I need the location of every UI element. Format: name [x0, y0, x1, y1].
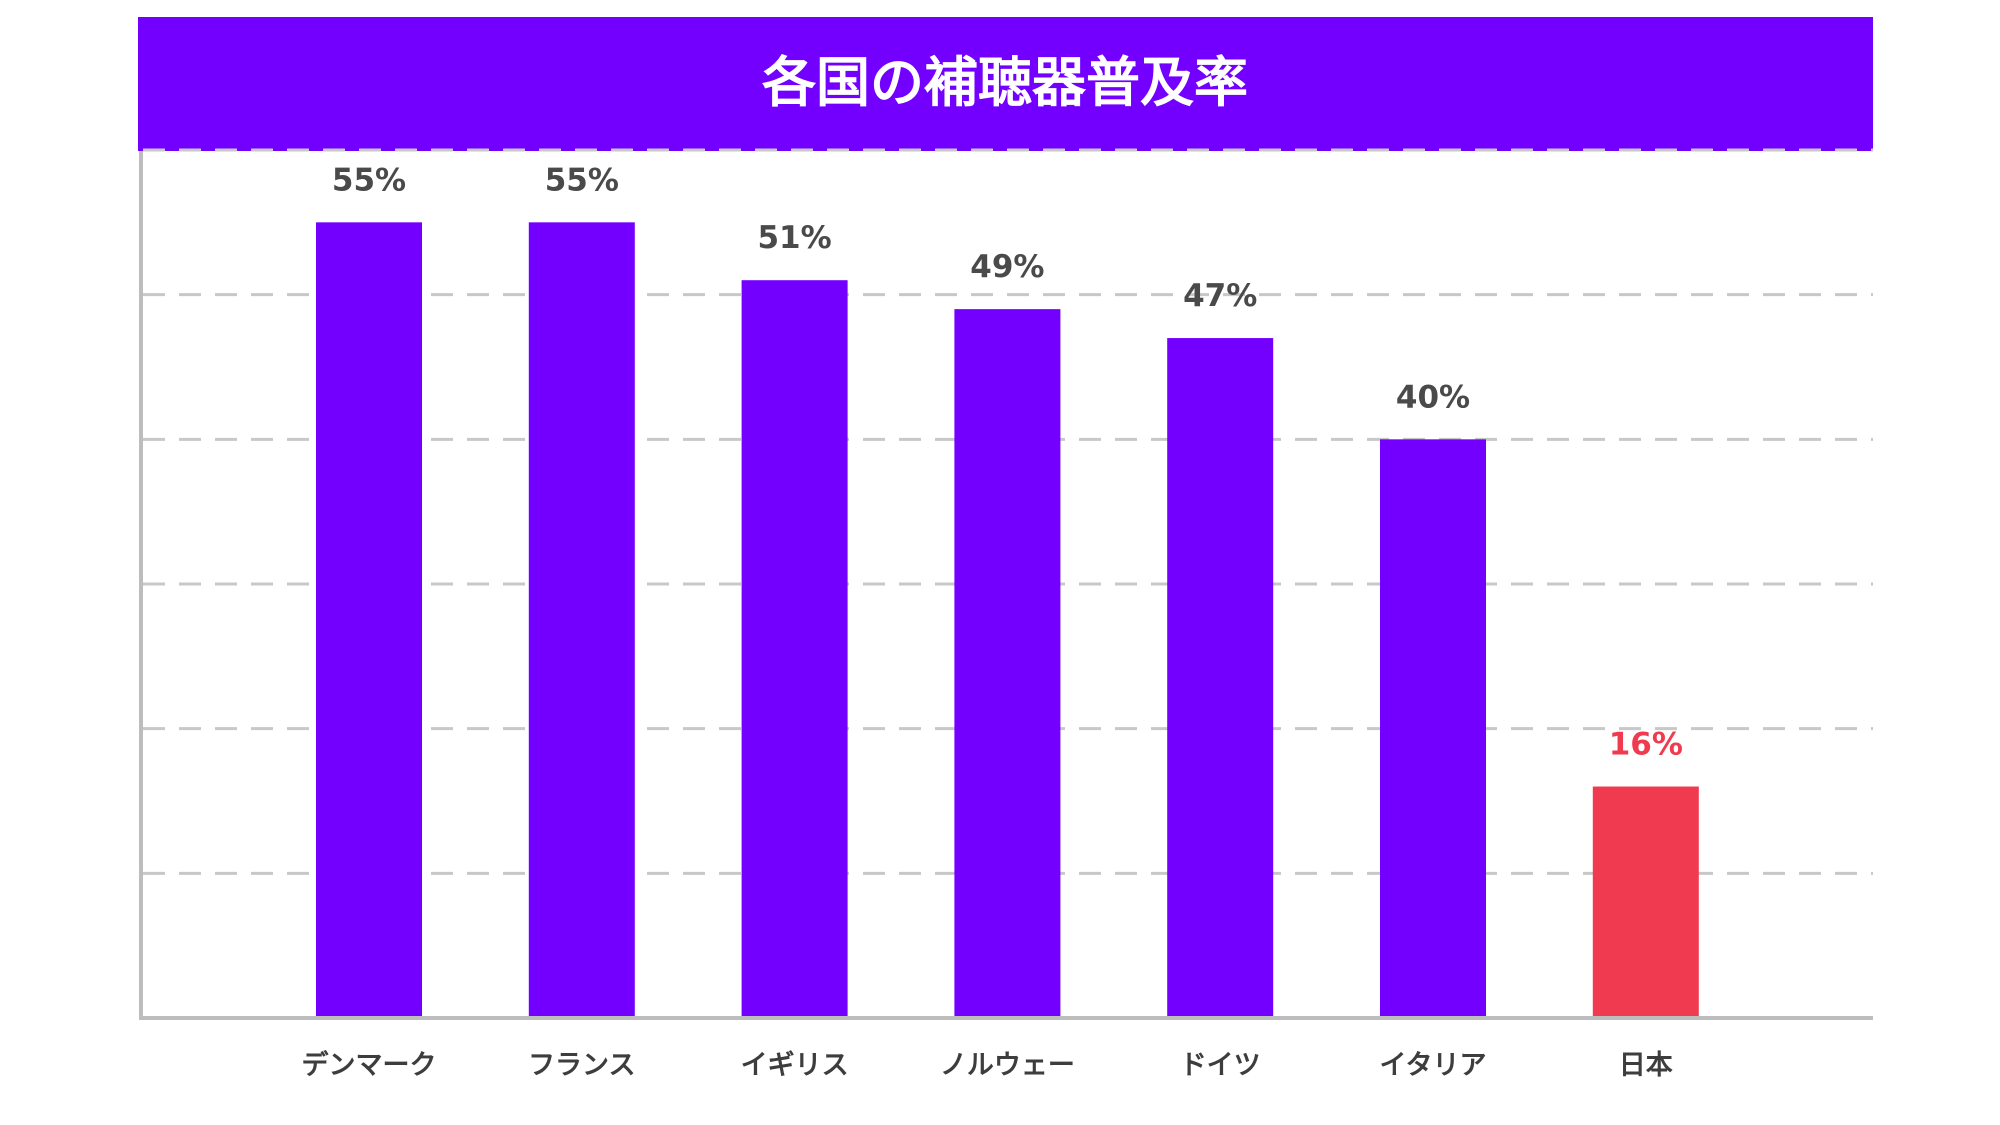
x-tick-label: イギリス — [741, 1050, 849, 1081]
bar — [528, 222, 635, 1017]
data-label: 49% — [970, 249, 1044, 285]
bar — [1592, 786, 1699, 1016]
value-labels: 55% 55% 51% 49% 47% 40% 16% — [332, 162, 1683, 762]
bar — [954, 309, 1061, 1017]
title-banner — [138, 17, 1873, 151]
bar — [741, 280, 848, 1016]
bars — [316, 222, 1699, 1017]
x-tick-label: イタリア — [1380, 1050, 1487, 1081]
data-label: 51% — [757, 220, 831, 256]
chart-title: 各国の補聴器普及率 — [762, 51, 1248, 114]
x-tick-label: フランス — [528, 1050, 635, 1081]
bar — [1380, 439, 1486, 1016]
data-label: 47% — [1183, 278, 1257, 314]
x-tick-label: ドイツ — [1180, 1050, 1261, 1081]
x-tick-label: デンマーク — [302, 1049, 437, 1081]
bar — [1167, 338, 1274, 1017]
x-tick-label: 日本 — [1619, 1050, 1673, 1081]
x-tick-labels: デンマーク フランス イギリス ノルウェー ドイツ イタリア 日本 — [302, 1049, 1673, 1081]
bar — [316, 222, 422, 1017]
data-label: 55% — [332, 162, 406, 198]
data-label: 55% — [545, 162, 619, 198]
data-label: 16% — [1609, 727, 1683, 763]
data-label: 40% — [1396, 379, 1470, 415]
x-tick-label: ノルウェー — [940, 1050, 1075, 1081]
